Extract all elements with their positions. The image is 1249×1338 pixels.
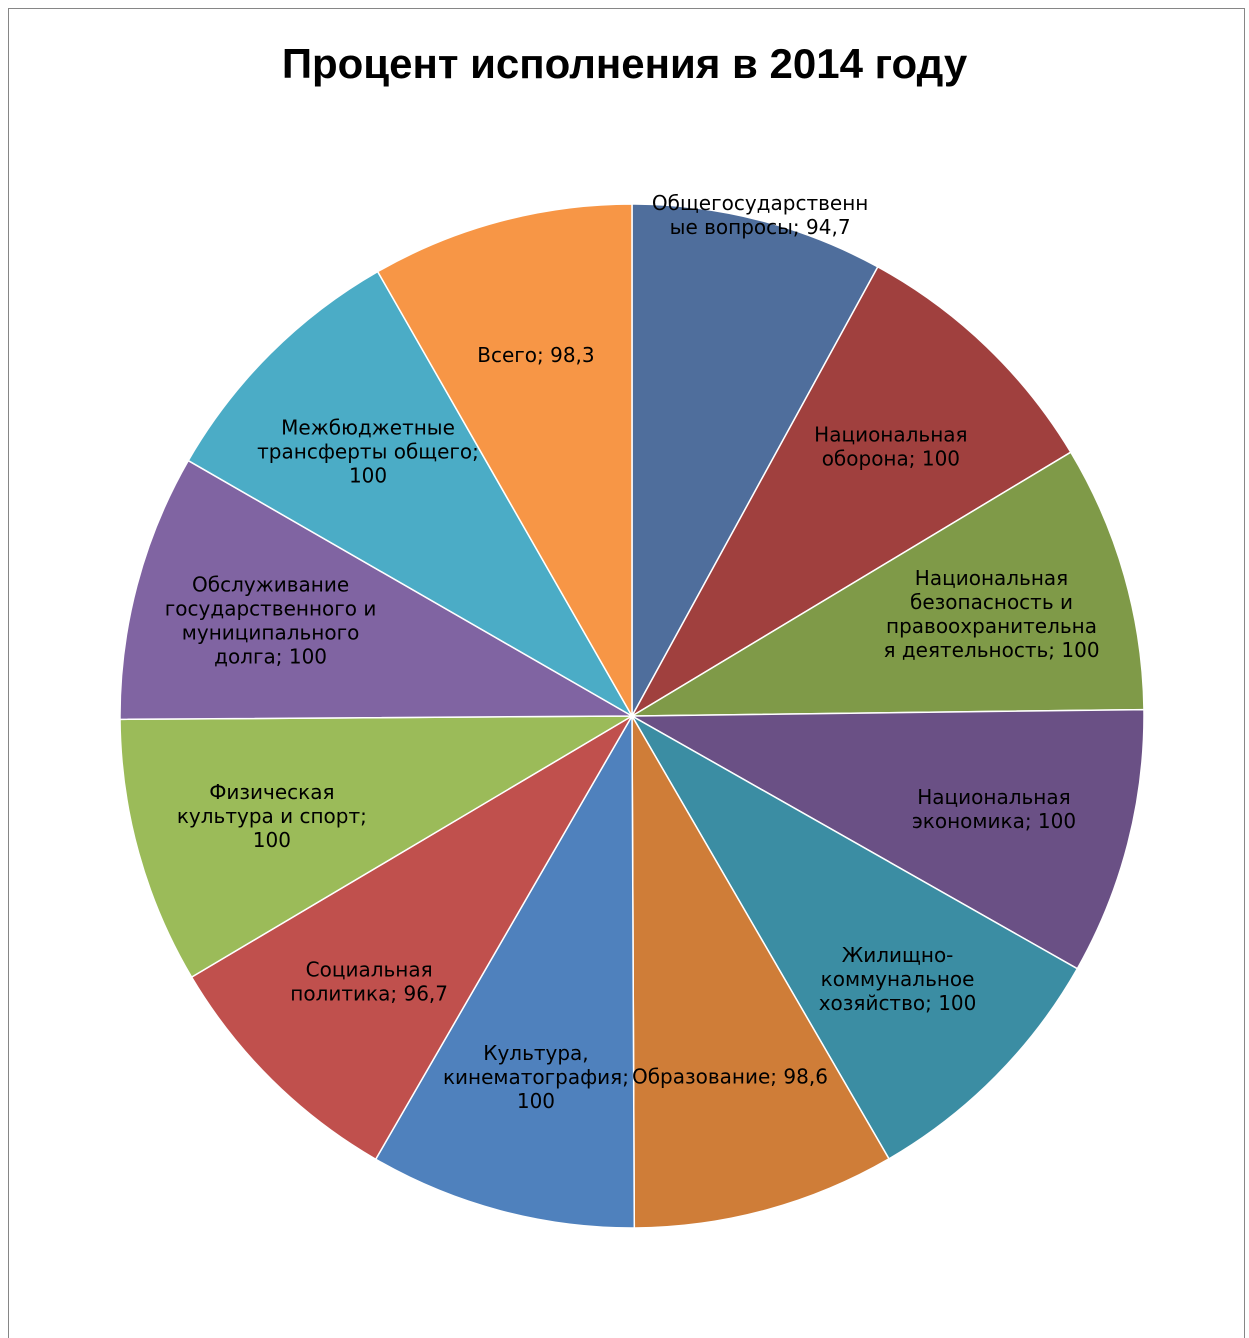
slice-data-label: Межбюджетные трансферты общего; 100 <box>257 415 479 487</box>
slice-data-label: Физическая культура и спорт; 100 <box>177 780 367 852</box>
pie-slice <box>190 713 635 1161</box>
slice-data-label: Национальная экономика; 100 <box>912 785 1076 833</box>
slice-data-label: Общегосударственн ые вопросы; 94,7 <box>652 191 868 239</box>
chart-title: Процент исполнения в 2014 году <box>281 40 968 87</box>
slice-data-label: Образование; 98,6 <box>632 1065 828 1089</box>
pie-slice <box>119 715 635 979</box>
slice-data-label: Социальная политика; 96,7 <box>290 958 448 1006</box>
slice-data-label: Культура, кинематография; 100 <box>443 1041 629 1113</box>
pie-slice <box>187 270 635 719</box>
pie-slice <box>629 713 1079 1160</box>
slice-data-label: Жилищно-коммунальное хозяйство; 100 <box>819 943 977 1015</box>
slice-data-label: Всего; 98,3 <box>477 343 594 367</box>
slice-data-label: Национальная оборона; 100 <box>814 422 967 470</box>
pie-slice <box>374 713 636 1229</box>
pie-slice <box>630 265 1072 719</box>
pie-slice <box>631 713 891 1229</box>
slice-data-label: Национальная безопасность и правоохранител… <box>883 566 1099 662</box>
pie-slice <box>629 451 1145 717</box>
slice-data-label: Обслуживание государственного и муниципаль… <box>165 573 377 669</box>
pie-slice <box>631 203 879 717</box>
pie-slice <box>629 708 1145 970</box>
pie-slice <box>376 203 633 719</box>
pie-slice <box>119 459 635 721</box>
